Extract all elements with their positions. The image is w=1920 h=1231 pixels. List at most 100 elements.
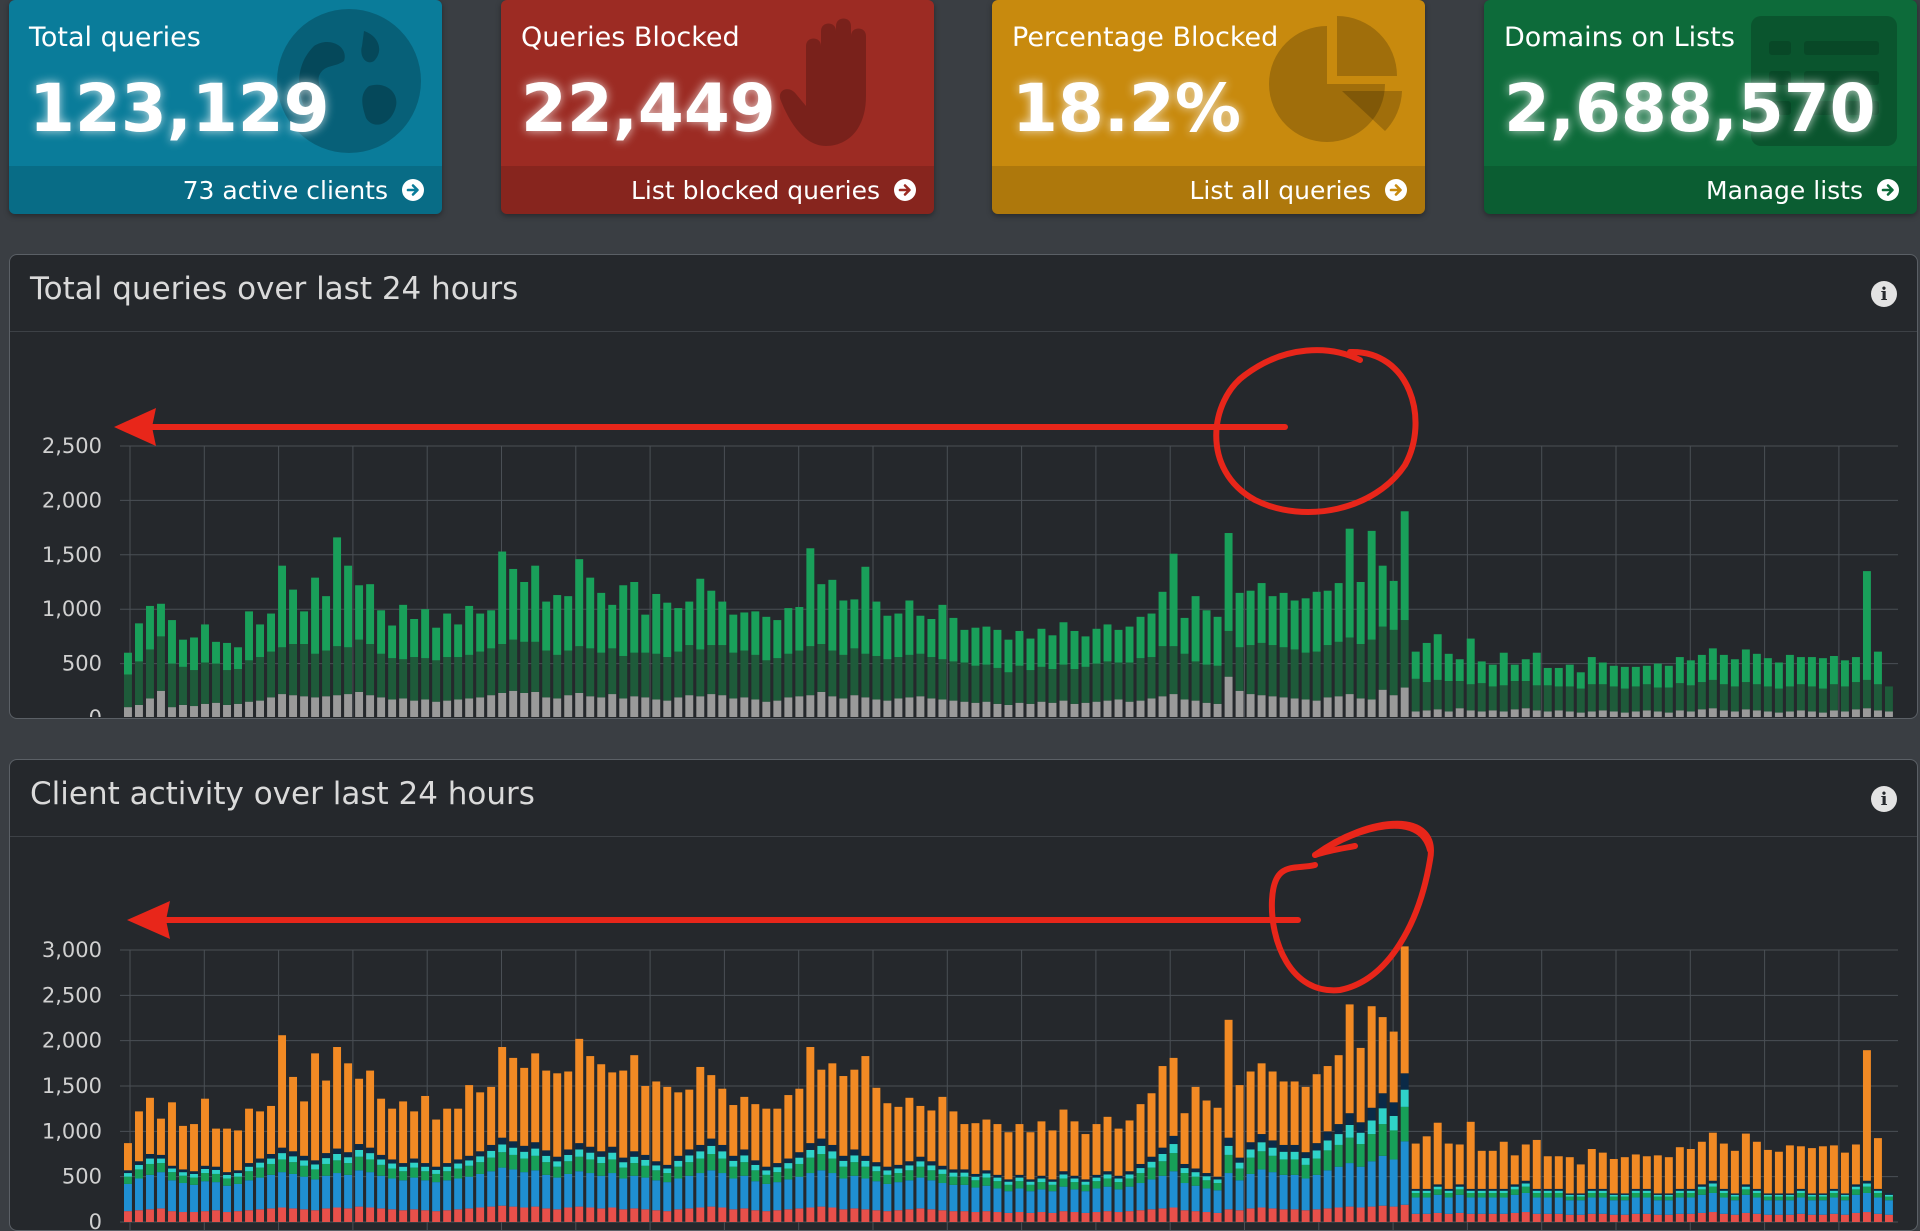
bar-stack[interactable] [487,610,496,717]
bar-stack[interactable] [1466,1121,1475,1222]
bar-stack[interactable] [1092,628,1101,717]
bar-stack[interactable] [1873,1138,1882,1222]
bar-stack[interactable] [729,614,738,717]
card-footer-link[interactable]: Manage lists [1484,166,1917,214]
bar-stack[interactable] [1488,664,1497,717]
bar-stack[interactable] [795,607,804,717]
bar-stack[interactable] [1235,1085,1244,1222]
bar-stack[interactable] [520,582,529,717]
bar-stack[interactable] [1818,658,1827,717]
bar-stack[interactable] [1466,638,1475,717]
bar-stack[interactable] [839,1076,848,1222]
bar-stack[interactable] [1598,1152,1607,1222]
bar-stack[interactable] [1158,1066,1167,1222]
bar-stack[interactable] [1081,1134,1090,1222]
bar-stack[interactable] [817,1069,826,1222]
bar-stack[interactable] [311,577,320,717]
bar-stack[interactable] [641,614,650,717]
bar-stack[interactable] [1708,648,1717,717]
bar-stack[interactable] [1334,583,1343,717]
bar-stack[interactable] [1345,1004,1354,1222]
bar-stack[interactable] [1499,652,1508,717]
bar-stack[interactable] [1301,1086,1310,1222]
bar-stack[interactable] [190,637,198,717]
bar-stack[interactable] [366,584,375,717]
bar-stack[interactable] [256,1111,264,1222]
bar-stack[interactable] [1510,1155,1519,1222]
card-footer-link[interactable]: List all queries [992,166,1425,214]
bar-stack[interactable] [355,585,364,717]
bar-stack[interactable] [278,565,287,717]
bar-stack[interactable] [322,1080,331,1222]
bar-stack[interactable] [388,625,397,717]
bar-stack[interactable] [1026,1132,1035,1222]
bar-stack[interactable] [1301,598,1310,717]
bar-stack[interactable] [168,1102,176,1222]
bar-stack[interactable] [1367,530,1376,717]
bar-stack[interactable] [498,551,507,717]
bar-stack[interactable] [553,1073,562,1222]
bar-stack[interactable] [1103,624,1112,717]
bar-stack[interactable] [1444,1143,1453,1222]
bar-stack[interactable] [630,1055,639,1222]
bar-stack[interactable] [1807,1148,1816,1222]
bar-stack[interactable] [168,620,176,717]
bar-stack[interactable] [1598,662,1607,717]
bar-stack[interactable] [1026,638,1035,717]
bar-stack[interactable] [1642,1156,1651,1222]
bar-stack[interactable] [1675,657,1684,717]
bar-stack[interactable] [399,1101,408,1222]
bar-stack[interactable] [1191,1086,1200,1222]
bar-stack[interactable] [1829,655,1838,717]
bar-stack[interactable] [1059,622,1068,717]
bar-stack[interactable] [1785,1145,1794,1222]
bar-stack[interactable] [1433,1122,1442,1222]
bar-stack[interactable] [201,624,209,717]
bar-stack[interactable] [1763,1149,1772,1222]
bar-stack[interactable] [1565,664,1574,717]
bar-stack[interactable] [1312,591,1321,717]
bar-stack[interactable] [1719,654,1728,717]
bar-stack[interactable] [1796,657,1805,717]
bar-stack[interactable] [1851,657,1860,717]
bar-stack[interactable] [949,617,958,717]
bar-stack[interactable] [993,629,1002,717]
bar-stack[interactable] [1433,634,1442,717]
bar-stack[interactable] [1554,667,1563,717]
bar-stack[interactable] [190,1124,198,1222]
bar-stack[interactable] [1070,630,1079,717]
bar-stack[interactable] [1697,1141,1706,1222]
bar-stack[interactable] [751,1104,760,1222]
bar-stack[interactable] [1719,1143,1728,1222]
bar-stack[interactable] [905,1097,914,1222]
bar-stack[interactable] [762,1108,771,1222]
bar-stack[interactable] [1862,571,1871,717]
bar-stack[interactable] [1510,664,1519,717]
bar-stack[interactable] [1730,659,1739,717]
bar-stack[interactable] [1246,1071,1255,1222]
bar-stack[interactable] [861,566,870,717]
bar-stack[interactable] [652,593,661,717]
bar-stack[interactable] [1642,665,1651,717]
bar-stack[interactable] [773,1108,782,1222]
bar-stack[interactable] [1323,590,1332,717]
bar-stack[interactable] [872,1087,881,1222]
bar-stack[interactable] [960,629,969,717]
bar-stack[interactable] [1334,1055,1343,1222]
bar-stack[interactable] [157,1118,165,1222]
bar-stack[interactable] [795,1088,804,1222]
bar-stack[interactable] [674,608,683,717]
bar-stack[interactable] [894,613,903,717]
bar-stack[interactable] [1147,613,1156,717]
bar-stack[interactable] [388,1108,397,1222]
bar-stack[interactable] [333,537,342,717]
bar-stack[interactable] [212,1128,220,1222]
bar-stack[interactable] [927,618,936,717]
bar-stack[interactable] [1521,659,1530,717]
bar-stack[interactable] [355,1078,364,1222]
bar-stack[interactable] [267,1105,276,1222]
bar-stack[interactable] [806,548,815,717]
bar-stack[interactable] [1543,667,1552,717]
bar-stack[interactable] [333,1047,342,1222]
bar-stack[interactable] [289,589,298,717]
